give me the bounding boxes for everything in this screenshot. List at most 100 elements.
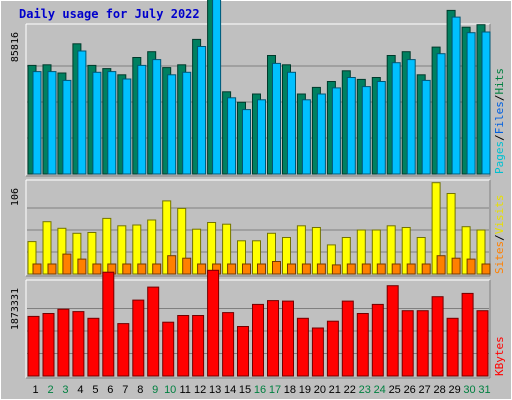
bar-files-day-29 [451,16,461,175]
panel-legend: Pages/Files/Hits [493,68,506,174]
bar-files-day-11 [182,71,192,175]
bar-visits-day-11 [177,207,187,275]
bar-visits-day-9 [147,219,157,275]
bar-sites-day-11 [182,257,192,275]
bar-sites-day-15 [242,263,251,275]
bar-sites-day-27 [421,263,431,275]
bar-files-day-4 [77,50,87,175]
bar-kbytes-day-1 [27,315,40,377]
day-labels: 1 2 3 4 5 6 7 8 9 10 11 12 13 14 15 16 17 18 19 20 21 22 23 24 2… [32,384,490,396]
bar-sites-day-28 [436,255,446,275]
bar-sites-day-26 [406,263,416,275]
bar-visits-day-20 [311,227,321,275]
bar-kbytes-day-21 [326,320,339,377]
bar-sites-day-4 [77,258,87,275]
legend-entry-5: Hits [493,68,506,95]
bar-sites-day-2 [47,263,57,275]
legend-entry-1: Pages [493,141,506,174]
panel-scale-label: 1873331 [10,288,21,330]
day-label-30: 30 [463,384,475,396]
bar-visits-day-16 [252,240,261,275]
day-label-16: 16 [254,384,266,396]
bar-visits-day-27 [416,237,426,275]
panel-3: 1873331 KBytes [10,269,506,379]
bar-kbytes-day-16 [252,303,264,377]
day-label-20: 20 [314,384,326,396]
panel-legend: KBytes [493,336,506,376]
bar-files-day-1 [32,71,42,175]
day-label-11: 11 [179,384,190,396]
bar-kbytes-day-31 [476,310,489,377]
legend-entry-1: KBytes [493,336,506,376]
bar-sites-day-5 [92,263,102,275]
bar-visits-day-2 [42,221,52,275]
bar-sites-day-17 [272,261,281,275]
bar-files-day-25 [391,62,401,175]
bar-sites-day-29 [451,257,461,275]
legend-entry-4: / [493,95,506,102]
bar-visits-day-8 [132,224,142,275]
day-label-25: 25 [389,384,401,396]
bar-files-day-8 [137,64,147,175]
bar-files-day-28 [436,53,446,175]
bar-kbytes-day-28 [431,296,444,377]
bar-kbytes-day-18 [282,300,294,377]
day-label-22: 22 [344,384,356,396]
bar-files-day-26 [406,59,416,175]
bar-visits-day-21 [326,244,336,275]
bar-sites-day-24 [376,263,386,275]
bar-kbytes-day-29 [446,317,459,377]
bar-sites-day-30 [466,258,476,275]
bar-visits-day-23 [356,229,366,275]
bar-visits-day-3 [57,227,67,275]
bar-files-day-23 [361,86,371,175]
day-label-28: 28 [433,384,445,396]
bar-files-day-2 [47,71,57,175]
day-label-15: 15 [239,384,251,396]
bar-kbytes-day-20 [311,327,324,377]
panel-scale-label: 85816 [10,32,21,62]
bar-visits-day-19 [296,225,306,275]
bar-visits-day-15 [237,240,246,275]
bar-kbytes-day-2 [42,313,55,377]
bar-files-day-31 [481,31,491,175]
bar-sites-day-31 [481,263,491,275]
bar-kbytes-day-30 [461,292,474,377]
bar-kbytes-day-6 [102,271,115,377]
bar-files-day-30 [466,32,476,175]
bar-visits-day-1 [27,241,37,275]
bar-files-day-10 [167,74,177,175]
bar-sites-day-10 [167,255,177,275]
bar-sites-day-12 [197,263,207,275]
bar-kbytes-day-14 [222,312,235,377]
day-label-27: 27 [418,384,430,396]
bar-files-day-6 [107,71,117,175]
day-label-2: 2 [47,384,53,396]
bar-sites-day-14 [227,263,237,275]
bar-files-day-27 [421,79,431,175]
bar-visits-day-22 [341,237,351,275]
bar-visits-day-28 [431,182,441,275]
day-label-10: 10 [164,384,176,396]
bar-kbytes-day-4 [72,311,85,377]
bar-visits-day-24 [371,229,381,275]
day-label-14: 14 [224,384,236,396]
bar-files-day-24 [376,81,386,175]
bar-kbytes-day-12 [192,315,205,377]
day-label-21: 21 [329,384,341,396]
chart-title: Daily usage for July 2022 [19,7,200,21]
bar-files-day-3 [62,79,72,175]
bar-kbytes-day-19 [296,317,309,377]
bar-files-day-17 [272,62,281,175]
bar-kbytes-day-17 [267,300,279,377]
day-label-17: 17 [269,384,281,396]
panel-2: 106 Sites/Visits [10,179,506,277]
day-label-29: 29 [448,384,460,396]
bar-kbytes-day-3 [57,308,70,377]
bar-sites-day-25 [391,263,401,275]
legend-entry-2: / [493,234,506,241]
bar-files-day-12 [197,46,207,175]
day-label-26: 26 [404,384,416,396]
